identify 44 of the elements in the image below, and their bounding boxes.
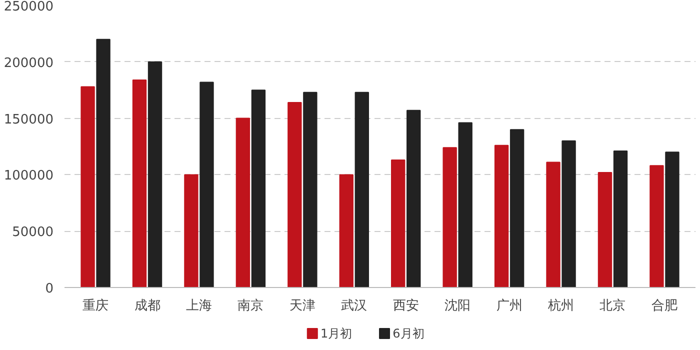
y-tick-label: 100000 (4, 168, 54, 184)
bar (236, 118, 250, 288)
x-tick-label: 沈阳 (444, 298, 471, 314)
legend-label: 1月初 (320, 326, 352, 340)
x-tick-label: 广州 (496, 298, 522, 314)
x-tick-label: 北京 (600, 298, 626, 314)
y-tick-label: 50000 (12, 225, 54, 240)
x-tick-label: 上海 (186, 298, 212, 314)
x-tick-label: 合肥 (651, 298, 678, 314)
bar (510, 129, 524, 288)
bar (406, 110, 421, 288)
x-tick-label: 南京 (238, 298, 264, 314)
bar (148, 61, 162, 288)
x-tick-label: 重庆 (82, 298, 109, 314)
bar (665, 152, 680, 288)
bar (650, 165, 664, 288)
bar (494, 144, 509, 288)
y-tick-label: 0 (45, 282, 54, 296)
bar (184, 174, 198, 288)
bar (598, 172, 612, 288)
bar (303, 92, 318, 288)
x-tick-label: 武汉 (341, 298, 368, 314)
bar (288, 102, 302, 288)
x-tick-label: 杭州 (547, 298, 574, 314)
bar (200, 82, 214, 288)
x-tick-label: 西安 (392, 298, 419, 314)
legend-label: 6月初 (392, 326, 424, 340)
bar (96, 38, 110, 288)
bar (442, 147, 457, 288)
bar (562, 140, 576, 288)
bar (80, 86, 95, 288)
y-tick-label: 250000 (4, 0, 54, 14)
x-tick-label: 天津 (289, 298, 316, 314)
bar (132, 79, 147, 288)
bar (546, 162, 560, 288)
bar (354, 92, 369, 288)
x-tick-label: 成都 (134, 298, 160, 314)
y-tick-label: 150000 (4, 112, 54, 128)
bar (613, 150, 628, 288)
y-tick-label: 200000 (4, 56, 54, 71)
bar (251, 90, 266, 288)
bar (339, 174, 354, 288)
bar (458, 122, 472, 288)
bar (391, 160, 406, 288)
